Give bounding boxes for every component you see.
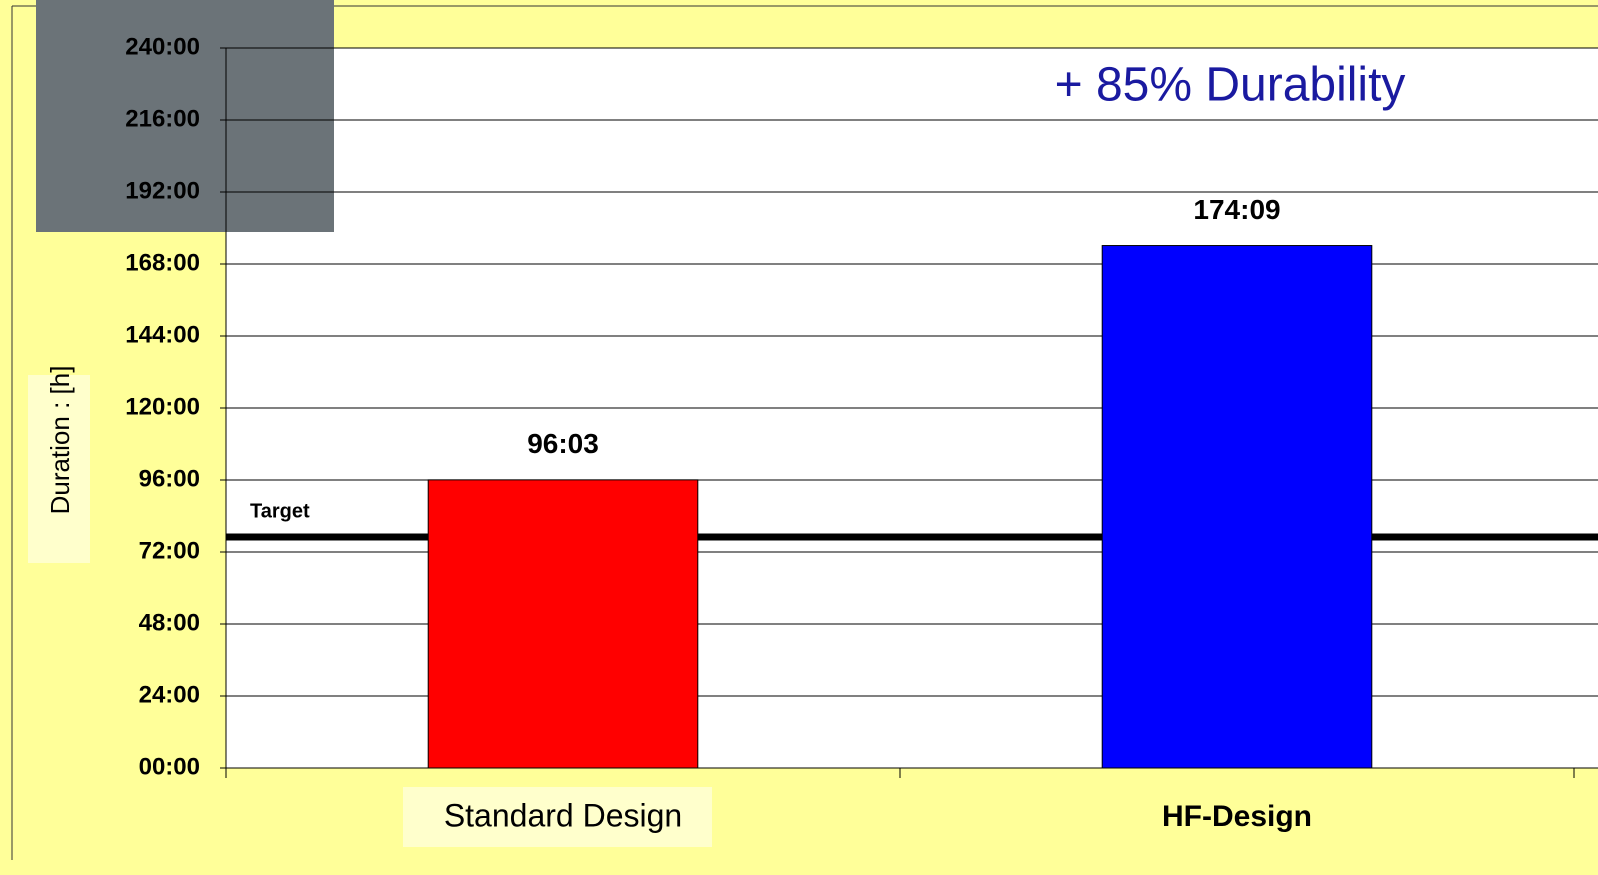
y-tick-label: 00:00	[139, 753, 200, 780]
y-tick-label: 96:00	[139, 465, 200, 492]
y-axis-label: Duration : [h]	[45, 366, 75, 515]
y-tick-label: 192:00	[125, 177, 200, 204]
y-tick-label: 240:00	[125, 33, 200, 60]
annotation: + 85% Durability	[1055, 59, 1406, 112]
x-tick-label: Standard Design	[444, 797, 682, 833]
page: Duration : [h] + 85% Durability 00:00 24:…	[0, 0, 1598, 875]
bar	[1102, 246, 1372, 768]
target-label: Target	[250, 500, 310, 522]
y-tick-label: 144:00	[125, 321, 200, 348]
chart: Duration : [h] + 85% Durability 00:00 24:…	[0, 0, 1598, 875]
y-tick-label: 216:00	[125, 105, 200, 132]
y-tick-label: 120:00	[125, 393, 200, 420]
y-tick-label: 24:00	[139, 681, 200, 708]
bar	[428, 480, 698, 768]
value-label: 96:03	[527, 428, 599, 459]
value-label: 174:09	[1193, 194, 1280, 225]
x-tick-label: HF-Design	[1162, 800, 1312, 833]
y-tick-label: 72:00	[139, 537, 200, 564]
y-tick-label: 48:00	[139, 609, 200, 636]
y-tick-label: 168:00	[125, 249, 200, 276]
